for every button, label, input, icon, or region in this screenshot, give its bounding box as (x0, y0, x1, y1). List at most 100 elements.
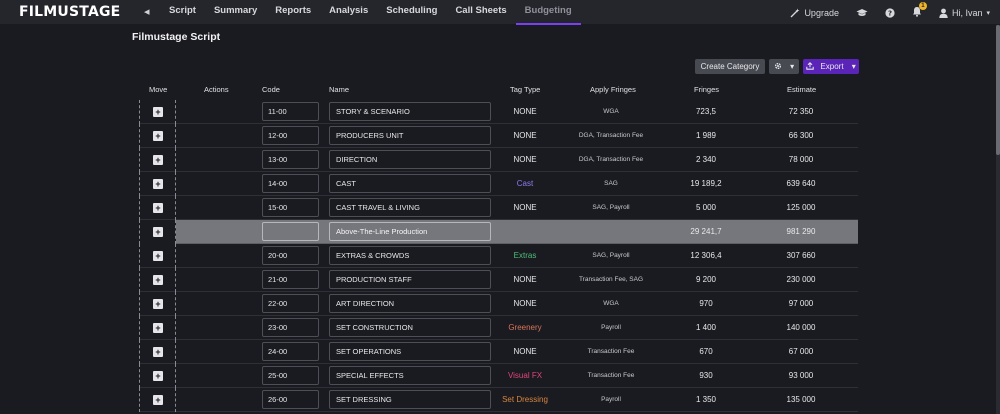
name-input[interactable]: EXTRAS & CROWDS (329, 246, 491, 265)
drag-handle-icon[interactable]: + (153, 155, 163, 165)
export-button[interactable]: Export ▾ (803, 59, 859, 74)
help-icon[interactable]: ? (885, 7, 895, 18)
code-input[interactable]: 23-00 (262, 318, 319, 337)
code-input[interactable] (262, 222, 319, 241)
code-input[interactable]: 11-00 (262, 102, 319, 121)
code-input[interactable]: 13-00 (262, 150, 319, 169)
tab-analysis[interactable]: Analysis (329, 5, 369, 16)
table-row[interactable]: +13-00 DIRECTION NONE DGA, Transaction Fee 2… (139, 148, 858, 172)
fringes-value: 5 000 (695, 203, 717, 212)
tag-type[interactable]: NONE (513, 203, 537, 212)
drag-handle-icon[interactable]: + (153, 131, 163, 141)
tag-type[interactable]: NONE (513, 275, 537, 284)
code-input[interactable]: 12-00 (262, 126, 319, 145)
drag-handle-icon[interactable]: + (153, 347, 163, 357)
settings-dropdown-button[interactable]: ▾ (769, 59, 799, 74)
apply-fringes[interactable]: SAG, Payroll (592, 252, 630, 259)
code-input[interactable]: 15-00 (262, 198, 319, 217)
table-row[interactable]: +11-00 STORY & SCENARIO NONE WGA 723,5 72 350 (139, 100, 858, 124)
estimate-value: 78 000 (788, 155, 814, 164)
name-input[interactable]: CAST (329, 174, 491, 193)
drag-handle-icon[interactable]: + (153, 323, 163, 333)
drag-handle-icon[interactable]: + (153, 371, 163, 381)
table-row[interactable]: +15-00 CAST TRAVEL & LIVING NONE SAG, Payro… (139, 196, 858, 220)
tag-type[interactable]: NONE (513, 131, 537, 140)
upgrade-button[interactable]: Upgrade (790, 8, 839, 18)
tag-type[interactable]: Cast (516, 179, 534, 188)
tag-type[interactable]: Set Dressing (502, 395, 548, 404)
table-row[interactable]: +25-00 SPECIAL EFFECTS Visual FX Transactio… (139, 364, 858, 388)
apply-fringes[interactable]: DGA, Transaction Fee (578, 156, 644, 163)
name-input[interactable]: PRODUCTION STAFF (329, 270, 491, 289)
back-icon[interactable]: ◂ (144, 6, 150, 18)
code-input[interactable]: 21-00 (262, 270, 319, 289)
apply-fringes[interactable]: SAG (604, 180, 618, 187)
table-row[interactable]: +12-00 PRODUCERS UNIT NONE DGA, Transaction… (139, 124, 858, 148)
create-category-button[interactable]: Create Category (695, 59, 765, 74)
name-input[interactable]: SPECIAL EFFECTS (329, 366, 491, 385)
code-input[interactable]: 24-00 (262, 342, 319, 361)
notifications-button[interactable]: 1 (912, 1, 927, 20)
table-row[interactable]: +14-00 CAST Cast SAG 19 189,2 639 640 (139, 172, 858, 196)
apply-fringes[interactable]: WGA (603, 108, 619, 115)
code-input[interactable]: 20-00 (262, 246, 319, 265)
tag-type[interactable]: NONE (513, 347, 537, 356)
name-input[interactable]: PRODUCERS UNIT (329, 126, 491, 145)
name-input[interactable]: Above-The-Line Production (329, 222, 491, 241)
apply-fringes[interactable]: Transaction Fee, SAG (578, 276, 644, 283)
tag-type[interactable]: Extras (513, 251, 537, 260)
name-input[interactable]: SET OPERATIONS (329, 342, 491, 361)
drag-handle-icon[interactable]: + (153, 107, 163, 117)
table-total-row[interactable]: + Above-The-Line Production 29 241,7 981 29… (139, 220, 858, 244)
tag-type[interactable]: Greenery (508, 323, 542, 332)
code-input[interactable]: 22-00 (262, 294, 319, 313)
drag-handle-icon[interactable]: + (153, 227, 163, 237)
apply-fringes[interactable]: Payroll (601, 324, 621, 331)
drag-handle-icon[interactable]: + (153, 179, 163, 189)
code-input[interactable]: 26-00 (262, 390, 319, 409)
estimate-value: 72 350 (788, 107, 814, 116)
app-logo[interactable]: FILMUSTAGE (19, 4, 121, 20)
tab-call-sheets[interactable]: Call Sheets (455, 5, 507, 16)
vertical-scrollbar[interactable] (996, 25, 1000, 414)
svg-text:?: ? (888, 9, 892, 17)
table-row[interactable]: +20-00 EXTRAS & CROWDS Extras SAG, Payroll 1… (139, 244, 858, 268)
apply-fringes[interactable]: DGA, Transaction Fee (578, 132, 644, 139)
table-row[interactable]: +21-00 PRODUCTION STAFF NONE Transaction Fe… (139, 268, 858, 292)
tag-type[interactable]: NONE (513, 107, 537, 116)
user-menu[interactable]: Hi, Ivan ▾ (939, 8, 990, 18)
apply-fringes[interactable]: Payroll (601, 396, 621, 403)
drag-handle-icon[interactable]: + (153, 203, 163, 213)
apply-fringes[interactable]: WGA (603, 300, 619, 307)
code-input[interactable]: 14-00 (262, 174, 319, 193)
name-input[interactable]: CAST TRAVEL & LIVING (329, 198, 491, 217)
drag-handle-icon[interactable]: + (153, 275, 163, 285)
tag-type[interactable]: NONE (513, 299, 537, 308)
drag-handle-icon[interactable]: + (153, 299, 163, 309)
apply-fringes[interactable]: SAG, Payroll (592, 204, 630, 211)
tab-summary[interactable]: Summary (213, 5, 258, 16)
name-input[interactable]: ART DIRECTION (329, 294, 491, 313)
name-input[interactable]: DIRECTION (329, 150, 491, 169)
tab-script[interactable]: Script (169, 5, 196, 16)
table-row[interactable]: +23-00 SET CONSTRUCTION Greenery Payroll 1 4… (139, 316, 858, 340)
drag-handle-icon[interactable]: + (153, 395, 163, 405)
tab-scheduling[interactable]: Scheduling (386, 5, 438, 16)
code-input[interactable]: 25-00 (262, 366, 319, 385)
move-cell: + (139, 364, 176, 388)
graduation-cap-icon[interactable] (856, 8, 868, 18)
apply-fringes[interactable]: Transaction Fee (587, 372, 635, 379)
tag-type[interactable]: NONE (513, 155, 537, 164)
table-row[interactable]: +26-00 SET DRESSING Set Dressing Payroll 1 3… (139, 388, 858, 412)
name-input[interactable]: SET CONSTRUCTION (329, 318, 491, 337)
table-row[interactable]: +22-00 ART DIRECTION NONE WGA 970 97 000 (139, 292, 858, 316)
drag-handle-icon[interactable]: + (153, 251, 163, 261)
scrollbar-thumb[interactable] (996, 25, 1000, 155)
table-row[interactable]: +24-00 SET OPERATIONS NONE Transaction Fee 6… (139, 340, 858, 364)
tab-reports[interactable]: Reports (275, 5, 312, 16)
name-input[interactable]: SET DRESSING (329, 390, 491, 409)
apply-fringes[interactable]: Transaction Fee (587, 348, 635, 355)
tag-type[interactable]: Visual FX (507, 371, 543, 380)
tab-budgeting[interactable]: Budgeting (515, 0, 581, 25)
name-input[interactable]: STORY & SCENARIO (329, 102, 491, 121)
